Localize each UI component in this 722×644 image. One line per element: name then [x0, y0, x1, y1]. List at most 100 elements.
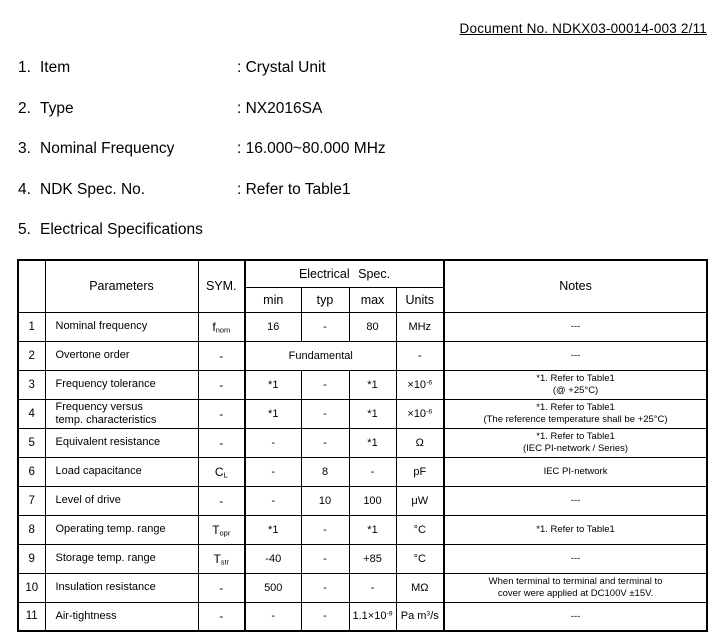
item-value: : Refer to Table1 — [237, 180, 351, 198]
item-label: Type — [40, 99, 74, 117]
typ-cell: - — [300, 601, 350, 632]
item-number: 4. — [18, 180, 31, 198]
list-item-type: 2. Type : NX2016SA — [18, 100, 710, 118]
symbol-cell: Topr — [197, 514, 246, 545]
parameter-cell: Equivalent resistance — [44, 427, 199, 458]
header-parameters: Parameters — [44, 259, 199, 313]
notes-cell: *1. Refer to Table1 (IEC PI-network / Ser… — [443, 427, 708, 458]
list-item-ndk-spec-no: 4. NDK Spec. No. : Refer to Table1 — [18, 181, 710, 199]
units-cell: Pa m3/s — [395, 601, 445, 632]
units-cell: MHz — [395, 311, 445, 342]
units-cell: Ω — [395, 427, 445, 458]
item-number: 3. — [18, 140, 31, 157]
item-label: Item — [40, 59, 71, 76]
notes-cell: --- — [443, 485, 708, 516]
units-cell: °C — [395, 514, 445, 545]
symbol-cell: - — [197, 340, 246, 371]
electrical-spec-table: Parameters SYM. Electrical Spec. Notes m… — [17, 259, 709, 632]
min-cell: *1 — [244, 369, 302, 400]
max-cell: 80 — [348, 311, 397, 342]
notes-cell: --- — [443, 543, 708, 574]
notes-cell: When terminal to terminal and terminal t… — [443, 572, 708, 603]
spec-item-list: 1. Item : Crystal Unit 2. Type : NX2016SA … — [18, 59, 710, 262]
parameter-cell: Level of drive — [44, 485, 199, 516]
item-label: NDK Spec. No. — [40, 180, 146, 198]
symbol-cell: - — [197, 369, 246, 400]
max-cell: - — [348, 572, 397, 603]
units-cell: μW — [395, 485, 445, 516]
min-cell: 16 — [244, 311, 302, 342]
header-typ: typ — [300, 286, 350, 313]
symbol-cell: CL — [197, 456, 246, 487]
notes-cell: *1. Refer to Table1 (The reference temper… — [443, 398, 708, 429]
parameter-cell: Load capacitance — [44, 456, 199, 487]
fundamental-span-cell: Fundamental — [244, 340, 397, 371]
parameter-cell: Air-tightness — [44, 601, 199, 632]
typ-cell: - — [300, 514, 350, 545]
item-number: 1. — [18, 59, 31, 76]
item-number: 2. — [18, 99, 31, 117]
parameter-cell: Storage temp. range — [44, 543, 199, 574]
row-number-cell: 11 — [17, 601, 46, 632]
parameter-cell: Frequency tolerance — [44, 369, 199, 400]
table-row: 11 Air-tightness - - -1.1×10-9 Pa m3/s --- — [17, 601, 708, 632]
symbol-cell: - — [197, 427, 246, 458]
max-cell: 1.1×10-9 — [348, 601, 397, 632]
min-cell: - — [244, 427, 302, 458]
typ-cell: - — [300, 311, 350, 342]
min-cell: 500 — [244, 572, 302, 603]
notes-cell: IEC PI-network — [443, 456, 708, 487]
units-cell: °C — [395, 543, 445, 574]
parameter-cell: Operating temp. range — [44, 514, 199, 545]
units-cell: ×10-6 — [395, 369, 445, 400]
document-number: Document No. NDKX03-00014-003 2/11 — [459, 21, 707, 36]
units-cell: pF — [395, 456, 445, 487]
typ-cell: - — [300, 427, 350, 458]
table-row: 5 Equivalent resistance - - - *1 Ω *1. Refer to… — [17, 427, 708, 458]
row-number-cell: 1 — [17, 311, 46, 342]
header-notes: Notes — [443, 259, 708, 313]
min-cell: -40 — [244, 543, 302, 574]
parameter-cell: Frequency versus temp. characteristics — [44, 398, 199, 429]
row-number-cell: 6 — [17, 456, 46, 487]
list-item-nominal-frequency: 3. Nominal Frequency : 16.000~80.000 MHz — [18, 140, 710, 158]
max-cell: 100 — [348, 485, 397, 516]
notes-cell: --- — [443, 311, 708, 342]
notes-cell: *1. Refer to Table1 (@ +25°C) — [443, 369, 708, 400]
header-units: Units — [395, 286, 445, 313]
notes-cell: --- — [443, 340, 708, 371]
min-cell: - — [244, 485, 302, 516]
units-cell: - — [395, 340, 445, 371]
typ-cell: - — [300, 543, 350, 574]
row-number-cell: 5 — [17, 427, 46, 458]
table-row: 4 Frequency versus temp. characteristics - *… — [17, 398, 708, 429]
min-cell: - — [244, 456, 302, 487]
spec-table-body: 1 Nominal frequency fnom 16-80 MHz --- 2 Overto… — [17, 311, 708, 632]
table-row: 7 Level of drive - -10 100 μW --- — [17, 485, 708, 516]
typ-cell: - — [300, 572, 350, 603]
symbol-cell: - — [197, 485, 246, 516]
item-number: 5. — [18, 221, 31, 238]
row-number-cell: 4 — [17, 398, 46, 429]
units-cell: MΩ — [395, 572, 445, 603]
table-row: 8 Operating temp. range Topr *1- *1 °C *1. Ref… — [17, 514, 708, 545]
typ-cell: 10 — [300, 485, 350, 516]
max-cell: *1 — [348, 369, 397, 400]
symbol-cell: - — [197, 601, 246, 632]
table-row: 10 Insulation resistance -500- - MΩ When term… — [17, 572, 708, 603]
typ-cell: 8 — [300, 456, 350, 487]
parameter-cell: Overtone order — [44, 340, 199, 371]
item-value: : Crystal Unit — [237, 59, 326, 76]
list-item-item: 1. Item : Crystal Unit — [18, 59, 710, 77]
units-cell: ×10-6 — [395, 398, 445, 429]
row-number-cell: 7 — [17, 485, 46, 516]
table-row: 1 Nominal frequency fnom 16-80 MHz --- — [17, 311, 708, 342]
table-row: 6 Load capacitance CL -8- pF IEC PI-network — [17, 456, 708, 487]
row-number-cell: 8 — [17, 514, 46, 545]
typ-cell: - — [300, 369, 350, 400]
notes-cell: *1. Refer to Table1 — [443, 514, 708, 545]
item-value: : 16.000~80.000 MHz — [237, 140, 386, 157]
min-cell: *1 — [244, 514, 302, 545]
typ-cell: - — [300, 398, 350, 429]
max-cell: *1 — [348, 514, 397, 545]
